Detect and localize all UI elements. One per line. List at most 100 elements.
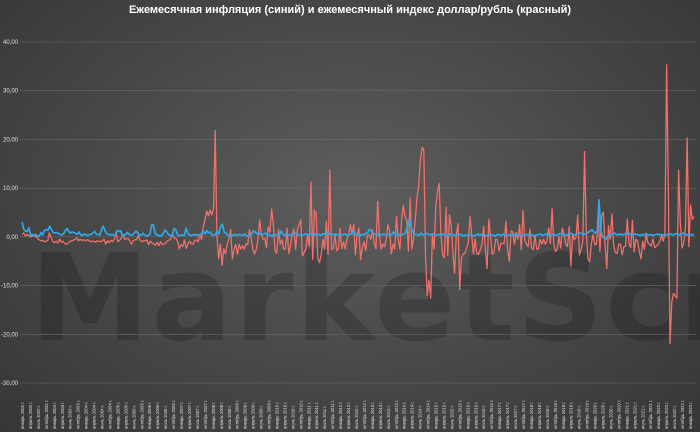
x-tick-label: апрель 2022 г. — [664, 401, 669, 429]
x-tick-label: апрель 2002 г. — [28, 401, 33, 429]
x-tick-label: январь 2006 г. — [147, 402, 152, 429]
x-tick-label: июль 2002 г. — [36, 405, 41, 429]
x-tick-label: июль 2010 г. — [290, 405, 295, 429]
x-tick-label: январь 2012 г. — [338, 402, 343, 429]
x-tick-label: октябрь 2016 г. — [489, 400, 494, 429]
x-tick-label: январь 2008 г. — [211, 402, 216, 429]
series-line-inflation — [21, 198, 695, 241]
x-tick-label: октябрь 2015 г. — [457, 400, 462, 429]
x-tick-label: октябрь 2010 г. — [298, 400, 303, 429]
watermark: MarketScreen — [30, 230, 700, 369]
x-tick-label: апрель 2012 г. — [346, 401, 351, 429]
y-tick-label: 10,00 — [3, 186, 19, 192]
x-tick-label: июль 2005 г. — [131, 405, 136, 429]
x-tick-label: октябрь 2007 г. — [203, 400, 208, 429]
x-tick-label: апрель 2004 г. — [92, 401, 97, 429]
x-tick-label: июль 2021 г. — [640, 405, 645, 429]
x-tick-label: июль 2004 г. — [100, 405, 105, 429]
x-tick-label: апрель 2015 г. — [441, 401, 446, 429]
x-tick-label: октябрь 2009 г. — [267, 400, 272, 429]
x-tick-label: январь 2003 г. — [52, 402, 57, 429]
x-tick-label: апрель 2020 г. — [601, 401, 606, 429]
x-tick-label: октябрь 2003 г. — [76, 400, 81, 429]
x-tick-label: июль 2013 г. — [386, 405, 391, 429]
x-tick-label: апрель 2003 г. — [60, 401, 65, 429]
series-lines — [21, 64, 695, 345]
x-tick-label: январь 2019 г. — [561, 402, 566, 429]
x-tick-label: январь 2007 г. — [179, 402, 184, 429]
series-line-usd-rub — [21, 64, 695, 345]
y-tick-label: -30,00 — [1, 381, 19, 387]
y-tick-label: -10,00 — [1, 284, 19, 290]
x-tick-label: июль 2020 г. — [608, 405, 613, 429]
x-tick-label: апрель 2019 г. — [569, 401, 574, 429]
x-tick-label: апрель 2008 г. — [219, 401, 224, 429]
y-tick-label: -20,00 — [1, 332, 19, 338]
x-tick-label: январь 2021 г. — [624, 402, 629, 429]
x-tick-label: октябрь 2017 г. — [521, 400, 526, 429]
chart-title: Ежемесячная инфляция (синий) и ежемесячн… — [129, 4, 571, 16]
x-tick-label: июль 2003 г. — [68, 405, 73, 429]
x-tick-label: апрель 2009 г. — [251, 401, 256, 429]
x-tick-label: январь 2018 г. — [529, 402, 534, 429]
x-tick-label: июль 2007 г. — [195, 405, 200, 429]
x-tick-label: апрель 2007 г. — [187, 401, 192, 429]
x-tick-label: январь 2009 г. — [243, 402, 248, 429]
y-axis-ticks: 40,00 30,00 20,00 10,00 0,00 -10,00 -20,00 -30,… — [1, 40, 19, 387]
x-tick-label: январь 2013 г. — [370, 402, 375, 429]
x-tick-label: январь 2017 г. — [497, 402, 502, 429]
y-tick-label: 30,00 — [3, 89, 19, 95]
x-tick-label: июль 2011 г. — [322, 405, 327, 429]
x-tick-label: октябрь 2021 г. — [648, 400, 653, 429]
x-tick-label: апрель 2017 г. — [505, 401, 510, 429]
x-tick-label: октябрь 2005 г. — [139, 400, 144, 429]
x-tick-label: апрель 2011 г. — [314, 402, 319, 429]
x-tick-label: июль 2017 г. — [513, 405, 518, 429]
y-tick-label: 20,00 — [3, 137, 19, 143]
x-tick-label: январь 2005 г. — [115, 402, 120, 429]
y-tick-label: 0,00 — [6, 235, 18, 241]
x-tick-label: январь 2011 г. — [306, 402, 311, 429]
x-tick-label: апрель 2006 г. — [155, 401, 160, 429]
x-tick-label: октябрь 2008 г. — [235, 400, 240, 429]
x-tick-label: октябрь 2022 г. — [680, 400, 685, 429]
x-tick-label: июль 2018 г. — [545, 405, 550, 429]
x-tick-label: июль 2012 г. — [354, 405, 359, 429]
x-tick-label: январь 2020 г. — [593, 402, 598, 429]
x-tick-label: октябрь 2004 г. — [107, 400, 112, 429]
x-tick-label: январь 2023 г. — [688, 402, 693, 429]
x-tick-label: апрель 2016 г. — [473, 401, 478, 429]
gridlines — [20, 41, 696, 384]
x-tick-label: июль 2022 г. — [672, 405, 677, 429]
x-tick-label: апрель 2021 г. — [632, 401, 637, 429]
x-tick-label: январь 2004 г. — [84, 402, 89, 429]
x-tick-label: апрель 2010 г. — [282, 401, 287, 429]
x-tick-label: январь 2016 г. — [465, 402, 470, 429]
x-tick-label: апрель 2013 г. — [378, 401, 383, 429]
x-tick-label: октябрь 2019 г. — [585, 400, 590, 429]
x-tick-label: январь 2015 г. — [434, 402, 439, 429]
x-tick-label: апрель 2018 г. — [537, 401, 542, 429]
x-tick-label: октябрь 2011 г. — [330, 400, 335, 429]
x-tick-label: октябрь 2020 г. — [616, 400, 621, 429]
x-tick-label: январь 2014 г. — [402, 402, 407, 429]
x-tick-label: июль 2015 г. — [449, 405, 454, 429]
x-tick-label: октябрь 2002 г. — [44, 400, 49, 429]
x-tick-label: июль 2009 г. — [259, 405, 264, 429]
x-tick-label: октябрь 2012 г. — [362, 400, 367, 429]
x-tick-label: октябрь 2014 г. — [426, 400, 431, 429]
x-tick-label: апрель 2005 г. — [123, 401, 128, 429]
x-tick-label: октябрь 2018 г. — [553, 400, 558, 429]
x-tick-label: июль 2019 г. — [577, 405, 582, 429]
x-tick-label: июль 2014 г. — [418, 405, 423, 429]
x-tick-label: июль 2016 г. — [481, 405, 486, 429]
x-tick-label: январь 2022 г. — [656, 402, 661, 429]
x-tick-label: январь 2010 г. — [274, 402, 279, 429]
x-tick-label: июль 2006 г. — [163, 405, 168, 429]
y-tick-label: 40,00 — [3, 40, 19, 46]
x-tick-label: январь 2002 г. — [20, 402, 25, 429]
x-tick-label: июль 2008 г. — [227, 405, 232, 429]
x-tick-label: октябрь 2013 г. — [394, 400, 399, 429]
